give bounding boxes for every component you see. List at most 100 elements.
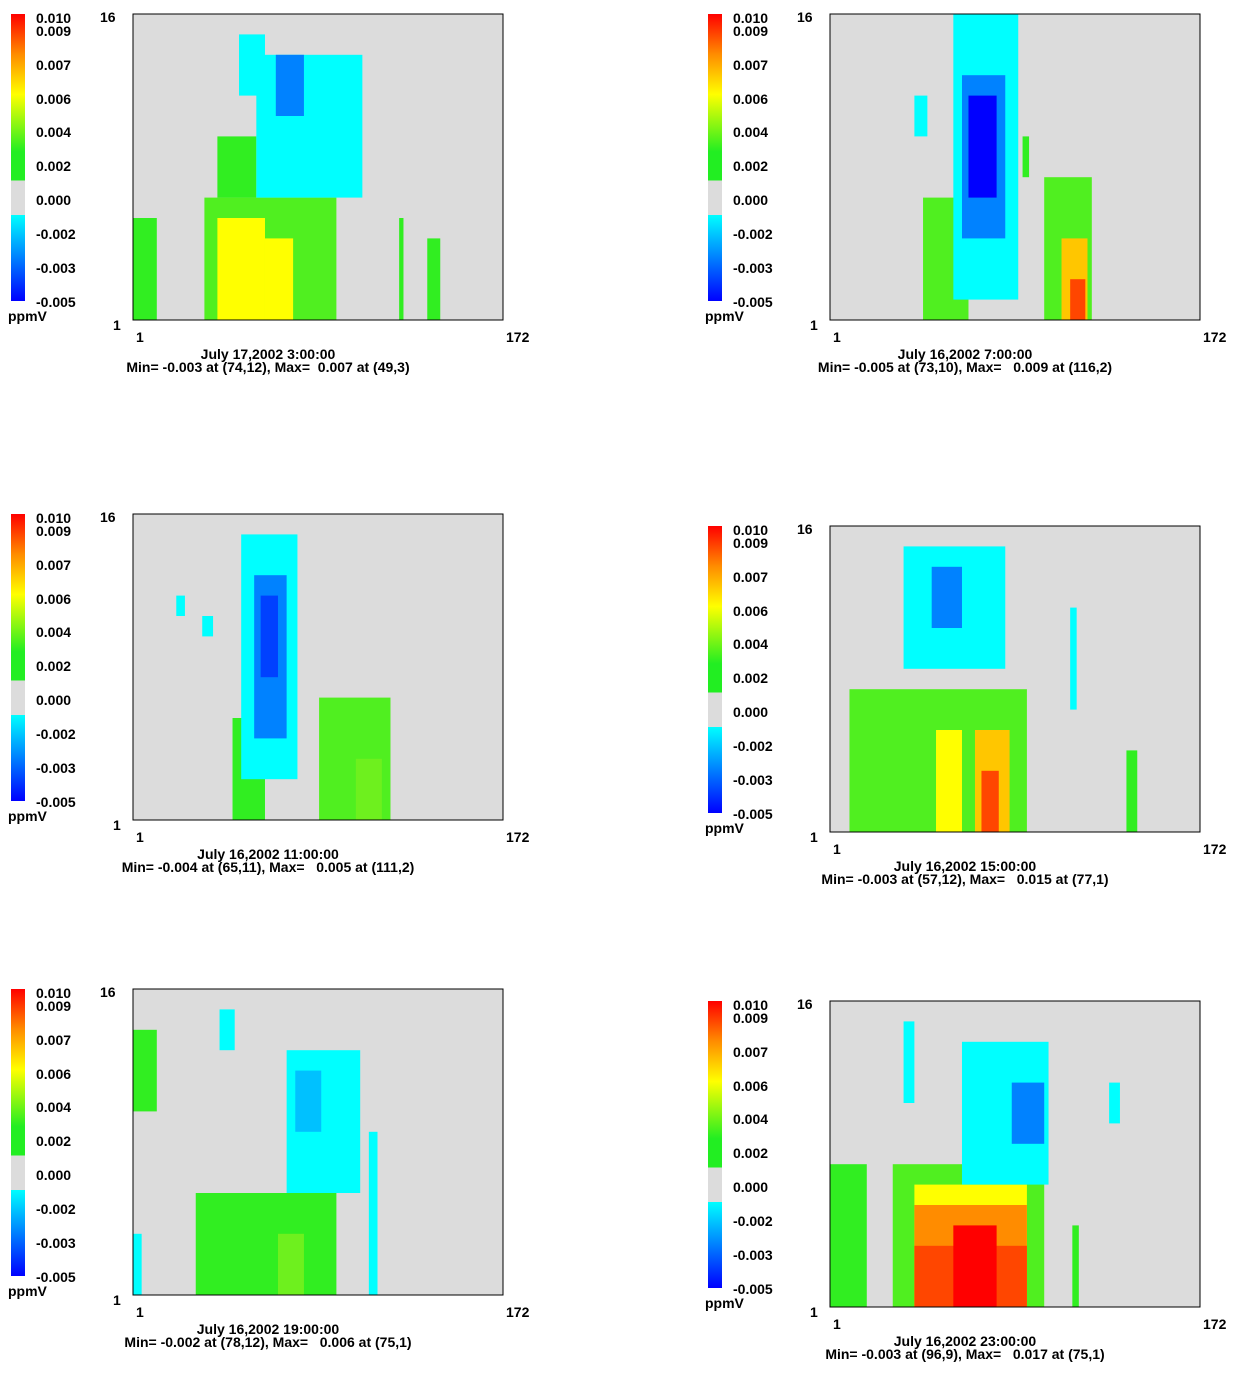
- heatmap-cell-region: [1072, 1225, 1079, 1307]
- colorbar-tick-label: 0.007: [733, 57, 768, 73]
- colorbar-tick-label: 0.007: [36, 1032, 71, 1048]
- heatmap-cell-region: [275, 54, 304, 116]
- colorbar-tick-label: 0.006: [733, 1078, 768, 1094]
- heatmap-panel: 0.010 0.009 0.007 0.006 0.004 0.002 0.000 -0.00…: [705, 995, 1227, 1361]
- heatmap-cell-region: [1022, 136, 1030, 178]
- colorbar: [11, 514, 25, 801]
- colorbar-unit: ppmV: [8, 308, 48, 324]
- heatmap-cell-region: [368, 1131, 378, 1295]
- colorbar-tick-label: 0.004: [733, 636, 768, 652]
- y-tick-label: 16: [797, 996, 813, 1012]
- colorbar-unit: ppmV: [705, 1295, 745, 1311]
- x-tick-label: 172: [506, 329, 530, 345]
- colorbar-tick-label: 0.009: [733, 1010, 768, 1026]
- heatmap-panel: 0.010 0.009 0.007 0.006 0.004 0.002 0.000 -0.00…: [8, 8, 530, 374]
- heatmap-cell-region: [1011, 1082, 1045, 1144]
- chart-min-max: Min= -0.003 at (57,12), Max= 0.015 at (7…: [821, 871, 1109, 887]
- chart-caption: July 17,2002 3:00:00 Min= -0.003 at (74,1…: [8, 346, 528, 375]
- colorbar-tick-label: 0.006: [36, 91, 71, 107]
- heatmap-panel: 0.010 0.009 0.007 0.006 0.004 0.002 0.000 -0.00…: [8, 983, 530, 1349]
- colorbar-tick-label: 0.000: [733, 704, 768, 720]
- heatmap-cell-region: [256, 54, 363, 198]
- colorbar-tick-label: 0.002: [36, 658, 71, 674]
- chart-title: July 16,2002 19:00:00: [196, 1321, 340, 1337]
- colorbar: [11, 989, 25, 1276]
- colorbar-tick-label: 0.002: [733, 1145, 768, 1161]
- heatmap-cell-region: [217, 218, 265, 320]
- colorbar-tick-label: 0.007: [36, 57, 71, 73]
- heatmap-cell-region: [1126, 750, 1138, 832]
- colorbar-tick-label: 0.010: [36, 510, 71, 526]
- colorbar: [708, 14, 722, 301]
- heatmap-panel: 0.010 0.009 0.007 0.006 0.004 0.002 0.000 -0.00…: [705, 520, 1227, 886]
- colorbar-tick-label: -0.005: [36, 1269, 76, 1285]
- chart-min-max: Min= -0.003 at (74,12), Max= 0.007 at (4…: [126, 359, 410, 375]
- colorbar-tick-label: 0.006: [733, 91, 768, 107]
- heatmap-cell-region: [427, 238, 441, 320]
- heatmap-cell-region: [953, 1225, 997, 1307]
- colorbar-tick-label: 0.009: [36, 523, 71, 539]
- heatmap-panel: 0.010 0.009 0.007 0.006 0.004 0.002 0.000 -0.00…: [8, 508, 530, 874]
- colorbar-tick-label: 0.002: [733, 158, 768, 174]
- colorbar-tick-label: -0.003: [733, 260, 773, 276]
- colorbar-tick-label: -0.003: [733, 1247, 773, 1263]
- colorbar-tick-label: 0.002: [36, 1133, 71, 1149]
- colorbar-tick-label: 0.000: [36, 1167, 71, 1183]
- colorbar-tick-label: -0.005: [733, 294, 773, 310]
- colorbar-tick-label: 0.004: [733, 124, 768, 140]
- colorbar-tick-label: -0.002: [36, 226, 76, 242]
- chart-title: July 17,2002 3:00:00: [200, 346, 336, 362]
- colorbar-tick-label: 0.000: [36, 692, 71, 708]
- heatmap-cell-region: [968, 95, 997, 198]
- colorbar-unit: ppmV: [8, 1283, 48, 1299]
- x-tick-label: 1: [833, 1316, 841, 1332]
- heatmap-cell-region: [981, 770, 999, 832]
- heatmap-cell-region: [914, 95, 928, 137]
- y-tick-label: 1: [113, 1292, 121, 1308]
- y-tick-label: 16: [100, 9, 116, 25]
- colorbar-tick-label: 0.007: [36, 557, 71, 573]
- heatmap-cell-region: [295, 1070, 322, 1132]
- colorbar-tick-label: 0.010: [36, 985, 71, 1001]
- heatmap-cell-region: [219, 1009, 235, 1051]
- chart-title: July 16,2002 23:00:00: [893, 1333, 1037, 1349]
- colorbar-tick-label: 0.007: [733, 569, 768, 585]
- heatmap-cell-region: [399, 218, 404, 320]
- colorbar-tick-label: 0.006: [36, 591, 71, 607]
- heatmap-cell-region: [133, 218, 157, 320]
- x-tick-label: 1: [136, 1304, 144, 1320]
- heatmap-cell-region: [1070, 279, 1086, 320]
- colorbar-tick-label: -0.002: [733, 226, 773, 242]
- y-tick-label: 16: [100, 984, 116, 1000]
- y-tick-label: 1: [810, 1304, 818, 1320]
- colorbar-tick-label: -0.002: [36, 1201, 76, 1217]
- colorbar: [708, 1001, 722, 1288]
- y-tick-label: 16: [797, 521, 813, 537]
- colorbar-tick-label: 0.002: [36, 158, 71, 174]
- y-tick-label: 1: [113, 817, 121, 833]
- heatmap-cell-region: [1109, 1082, 1120, 1124]
- colorbar-tick-label: 0.009: [36, 23, 71, 39]
- chart-caption: July 16,2002 11:00:00 Min= -0.004 at (65,…: [8, 847, 528, 874]
- colorbar-tick-label: 0.009: [733, 535, 768, 551]
- x-tick-label: 1: [833, 841, 841, 857]
- colorbar-tick-label: -0.002: [733, 738, 773, 754]
- colorbar-tick-label: -0.005: [36, 294, 76, 310]
- heatmap-cell-region: [217, 136, 257, 198]
- plot-area: [132, 513, 504, 821]
- colorbar-tick-label: 0.010: [733, 10, 768, 26]
- colorbar-tick-label: -0.003: [733, 772, 773, 788]
- chart-caption: July 16,2002 19:00:00 Min= -0.002 at (78,…: [8, 1321, 528, 1349]
- colorbar-tick-label: 0.004: [36, 1099, 71, 1115]
- heatmap-cell-region: [264, 238, 294, 320]
- chart-caption: July 16,2002 23:00:00 Min= -0.003 at (96,…: [705, 1333, 1225, 1361]
- y-tick-label: 1: [810, 829, 818, 845]
- x-tick-label: 172: [506, 1304, 530, 1320]
- chart-min-max: Min= -0.005 at (73,10), Max= 0.009 at (1…: [817, 359, 1113, 375]
- heatmap-cell-region: [195, 1193, 337, 1295]
- colorbar-tick-label: -0.005: [733, 806, 773, 822]
